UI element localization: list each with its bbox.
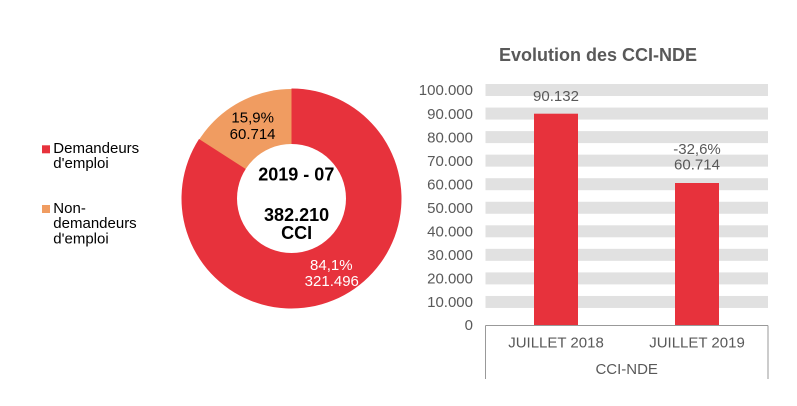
- svg-text:JUILLET 2019: JUILLET 2019: [649, 334, 745, 351]
- svg-text:90.000: 90.000: [427, 106, 473, 123]
- svg-text:Demandeurs: Demandeurs: [53, 140, 139, 157]
- svg-text:20.000: 20.000: [427, 271, 473, 288]
- svg-text:15,9%: 15,9%: [231, 109, 274, 126]
- svg-text:100.000: 100.000: [419, 82, 473, 99]
- svg-text:demandeurs: demandeurs: [53, 215, 136, 232]
- svg-text:60.714: 60.714: [674, 157, 720, 174]
- svg-text:60.714: 60.714: [230, 126, 276, 143]
- svg-text:Evolution des CCI-NDE: Evolution des CCI-NDE: [499, 45, 697, 65]
- svg-text:30.000: 30.000: [427, 247, 473, 264]
- svg-text:CCI: CCI: [281, 223, 312, 243]
- svg-text:JUILLET 2018: JUILLET 2018: [508, 334, 604, 351]
- svg-text:40.000: 40.000: [427, 224, 473, 241]
- svg-text:321.496: 321.496: [305, 273, 359, 290]
- svg-text:CCI-NDE: CCI-NDE: [595, 361, 658, 378]
- svg-text:2019 - 07: 2019 - 07: [258, 165, 334, 185]
- svg-text:10.000: 10.000: [427, 294, 473, 311]
- svg-text:70.000: 70.000: [427, 153, 473, 170]
- svg-text:382.210: 382.210: [264, 205, 329, 225]
- svg-text:80.000: 80.000: [427, 129, 473, 146]
- svg-text:0: 0: [465, 317, 473, 334]
- svg-text:d'emploi: d'emploi: [53, 231, 108, 248]
- svg-text:90.132: 90.132: [533, 88, 579, 105]
- svg-text:Non-: Non-: [53, 200, 86, 217]
- svg-text:-32,6%: -32,6%: [673, 141, 721, 158]
- svg-text:60.000: 60.000: [427, 176, 473, 193]
- svg-text:50.000: 50.000: [427, 200, 473, 217]
- svg-text:d'emploi: d'emploi: [53, 155, 108, 172]
- svg-text:84,1%: 84,1%: [310, 257, 353, 274]
